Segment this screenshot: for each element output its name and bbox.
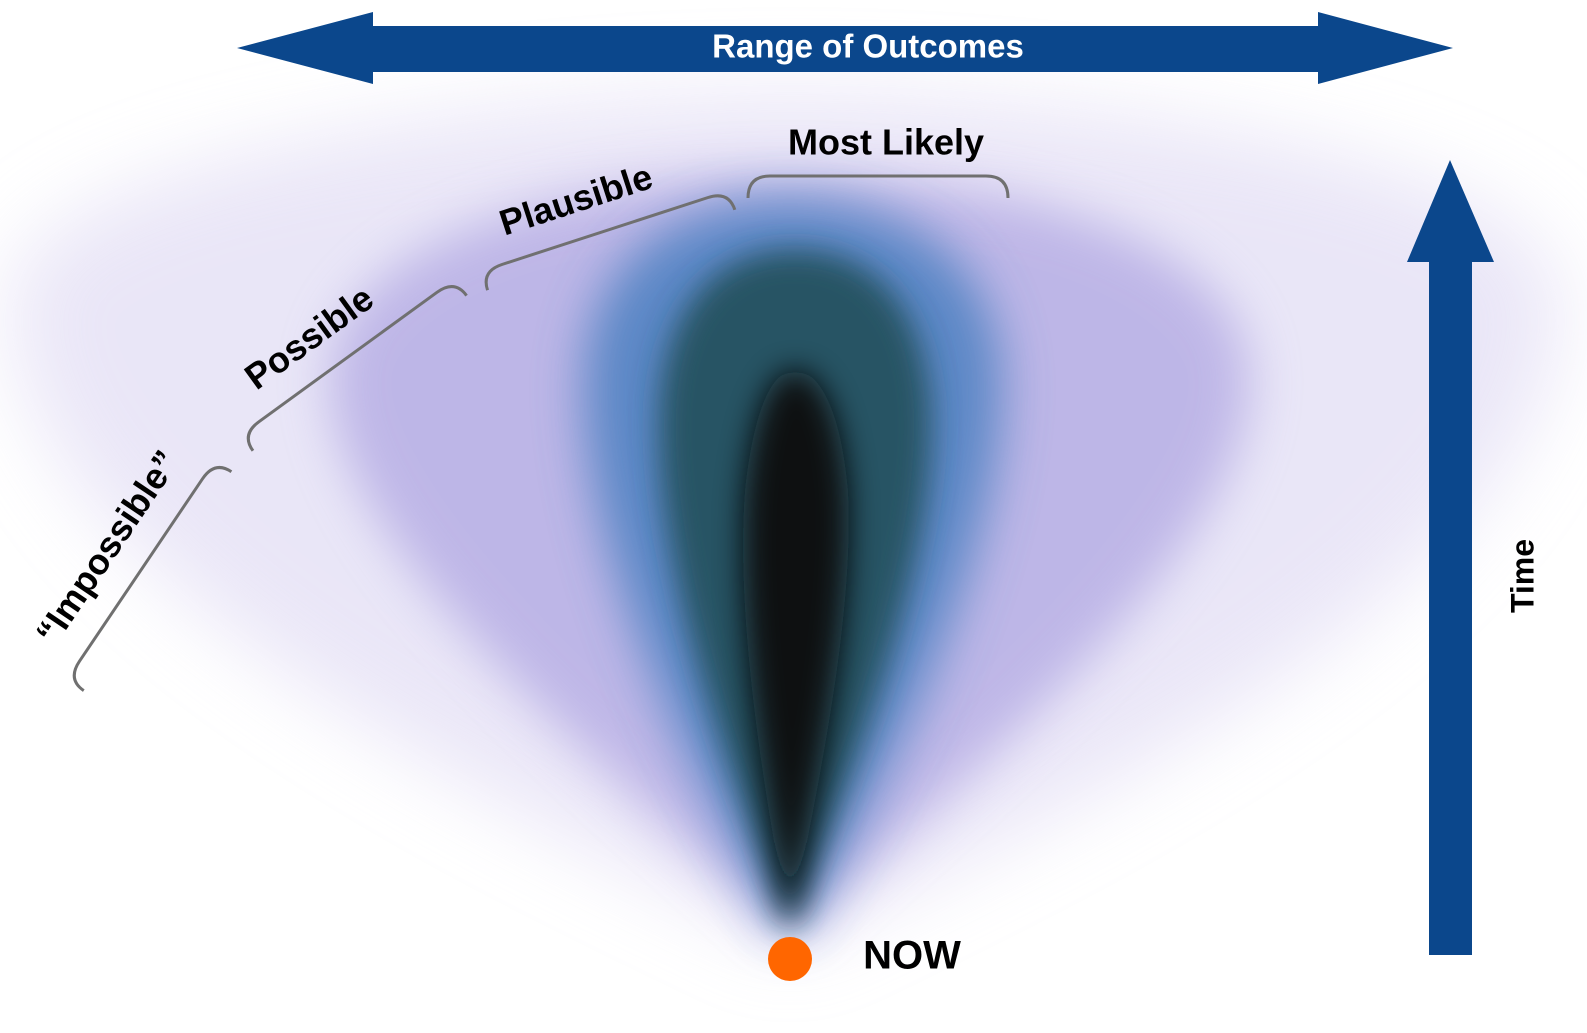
time-arrow: Time: [1407, 160, 1540, 955]
bracket-label: Most Likely: [788, 122, 984, 163]
time-label: Time: [1504, 539, 1540, 613]
outcome-cone: [10, 95, 1560, 945]
bracket: Most Likely: [746, 122, 1010, 199]
range-arrow: Range of Outcomes: [237, 12, 1453, 84]
now-dot: [768, 937, 812, 981]
range-label: Range of Outcomes: [712, 28, 1024, 65]
now-label: NOW: [863, 934, 961, 978]
